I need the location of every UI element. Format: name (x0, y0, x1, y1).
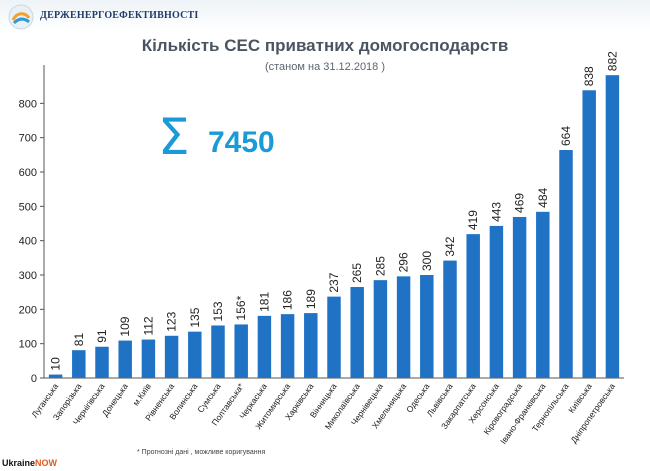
value-label: 484 (536, 187, 550, 207)
value-label: 664 (559, 126, 573, 146)
watermark-part1: Ukraine (2, 458, 36, 468)
bar (512, 216, 527, 378)
category-label: м.Київ (131, 381, 154, 407)
bar (188, 331, 202, 378)
value-label: 135 (188, 307, 202, 327)
bar (420, 275, 434, 378)
bar (605, 75, 620, 379)
value-label: 186 (281, 290, 295, 310)
bar (118, 340, 132, 378)
y-tick-label: 800 (19, 98, 37, 110)
y-tick-label: 600 (19, 167, 37, 179)
y-tick-label: 500 (19, 201, 37, 213)
bar (536, 211, 550, 378)
bar (489, 225, 504, 378)
value-label: 838 (582, 66, 596, 86)
header-band (0, 0, 650, 32)
bar (141, 339, 156, 378)
y-tick-label: 300 (19, 270, 37, 282)
y-tick-label: 700 (19, 133, 37, 145)
value-label: 112 (141, 316, 155, 335)
category-label: Дніпропетровська (568, 381, 617, 445)
bar (559, 150, 573, 378)
value-label: 469 (513, 193, 527, 213)
bar (72, 350, 86, 378)
value-label: 882 (605, 51, 619, 71)
bar (396, 276, 411, 378)
value-label: 342 (443, 236, 457, 256)
bar (327, 296, 341, 378)
value-label: 237 (327, 272, 341, 292)
value-label: 91 (95, 329, 109, 343)
watermark-part2: NOW (35, 458, 58, 468)
chart-title: Кількість СЕС приватних домогосподарств (141, 36, 509, 55)
value-label: 181 (257, 292, 271, 312)
value-label: 153 (211, 301, 225, 321)
bar (257, 315, 272, 378)
y-tick-label: 400 (19, 236, 37, 248)
bar (234, 324, 248, 378)
footnote: * Прогнозні дані , можливе коригування (137, 449, 266, 456)
bar (466, 234, 480, 378)
org-name: ДЕРЖЕНЕРГОЕФЕКТИВНОСТІ (40, 10, 199, 21)
value-label: 296 (397, 252, 411, 272)
value-label: 189 (304, 289, 318, 309)
value-label: 419 (466, 210, 480, 230)
y-tick-label: 200 (19, 304, 37, 316)
bar (164, 335, 179, 378)
y-tick-label: 100 (19, 339, 37, 351)
bar (48, 374, 63, 378)
value-label: 285 (373, 256, 387, 276)
value-label: 10 (49, 357, 63, 371)
chart-subtitle: (станом на 31.12.2018 ) (264, 61, 386, 73)
bar (304, 313, 318, 378)
bar (350, 287, 364, 378)
bar (211, 325, 225, 378)
value-label: 109 (118, 316, 132, 336)
globe-logo-icon (8, 4, 34, 30)
value-label: 300 (420, 251, 434, 271)
bar (582, 90, 596, 378)
bar (443, 260, 457, 378)
sigma-icon: Σ (158, 108, 190, 166)
value-label: 123 (165, 311, 179, 331)
bar (280, 314, 295, 378)
value-label: 443 (489, 202, 503, 222)
total-value: 7450 (208, 126, 275, 159)
watermark: UkraineNOW (2, 458, 57, 468)
bar (373, 280, 388, 378)
value-label: 265 (350, 263, 364, 283)
value-label: 156* (234, 295, 248, 320)
bar (95, 346, 109, 378)
value-label: 81 (72, 333, 86, 347)
y-tick-label: 0 (31, 373, 37, 385)
